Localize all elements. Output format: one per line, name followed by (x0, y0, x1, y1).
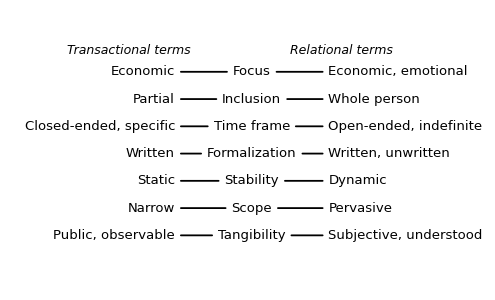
Text: Static: Static (137, 174, 175, 187)
Text: Economic, emotional: Economic, emotional (329, 65, 468, 78)
Text: Partial: Partial (133, 93, 175, 106)
Text: Formalization: Formalization (207, 147, 297, 160)
Text: Inclusion: Inclusion (222, 93, 281, 106)
Text: Relational terms: Relational terms (291, 44, 394, 57)
Text: Dynamic: Dynamic (329, 174, 387, 187)
Text: Closed-ended, specific: Closed-ended, specific (25, 120, 175, 133)
Text: Economic: Economic (111, 65, 175, 78)
Text: Scope: Scope (232, 202, 272, 214)
Text: Tangibility: Tangibility (218, 229, 286, 242)
Text: Time frame: Time frame (213, 120, 290, 133)
Text: Written: Written (126, 147, 175, 160)
Text: Focus: Focus (233, 65, 271, 78)
Text: Stability: Stability (224, 174, 279, 187)
Text: Written, unwritten: Written, unwritten (329, 147, 450, 160)
Text: Narrow: Narrow (128, 202, 175, 214)
Text: Open-ended, indefinite: Open-ended, indefinite (329, 120, 483, 133)
Text: Pervasive: Pervasive (329, 202, 393, 214)
Text: Transactional terms: Transactional terms (67, 44, 191, 57)
Text: Public, observable: Public, observable (53, 229, 175, 242)
Text: Subjective, understood: Subjective, understood (329, 229, 483, 242)
Text: Whole person: Whole person (329, 93, 420, 106)
